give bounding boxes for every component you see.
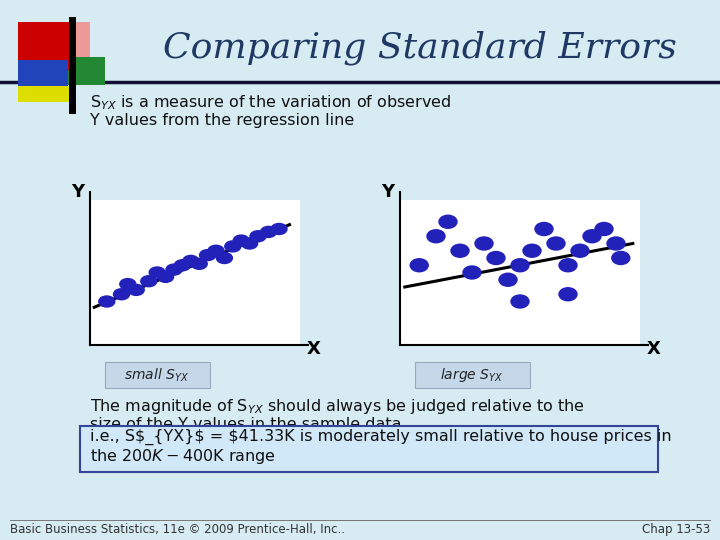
Ellipse shape <box>242 238 258 249</box>
Ellipse shape <box>233 235 249 246</box>
Ellipse shape <box>183 255 199 266</box>
Ellipse shape <box>158 271 174 282</box>
Ellipse shape <box>114 289 130 300</box>
Ellipse shape <box>487 252 505 265</box>
Text: X: X <box>307 340 321 358</box>
Ellipse shape <box>192 258 207 269</box>
Ellipse shape <box>463 266 481 279</box>
Ellipse shape <box>547 237 565 250</box>
Ellipse shape <box>451 244 469 257</box>
Ellipse shape <box>511 295 529 308</box>
Text: Comparing Standard Errors: Comparing Standard Errors <box>163 31 677 65</box>
Bar <box>55 22 90 70</box>
Ellipse shape <box>208 245 224 256</box>
Ellipse shape <box>410 259 428 272</box>
Ellipse shape <box>499 273 517 286</box>
Ellipse shape <box>595 222 613 235</box>
Bar <box>90 200 300 345</box>
Ellipse shape <box>511 259 529 272</box>
Text: small S$_{YX}$: small S$_{YX}$ <box>125 366 189 384</box>
Text: Chap 13-53: Chap 13-53 <box>642 523 710 536</box>
Ellipse shape <box>427 230 445 243</box>
Text: X: X <box>647 340 661 358</box>
Ellipse shape <box>439 215 457 228</box>
Bar <box>80 426 658 472</box>
Ellipse shape <box>571 244 589 257</box>
Bar <box>415 362 530 388</box>
Text: The magnitude of S$_{YX}$ should always be judged relative to the: The magnitude of S$_{YX}$ should always … <box>90 397 585 416</box>
Ellipse shape <box>559 259 577 272</box>
Text: Y: Y <box>71 183 84 201</box>
Bar <box>18 22 70 70</box>
Bar <box>105 362 210 388</box>
Ellipse shape <box>535 222 553 235</box>
Ellipse shape <box>261 226 276 238</box>
Ellipse shape <box>271 224 287 234</box>
Bar <box>55 57 105 85</box>
Text: large S$_{YX}$: large S$_{YX}$ <box>440 366 504 384</box>
Bar <box>400 200 640 345</box>
Text: size of the Y values in the sample data: size of the Y values in the sample data <box>90 417 402 433</box>
Ellipse shape <box>225 241 240 252</box>
Text: the $200K - $400K range: the $200K - $400K range <box>90 447 276 465</box>
Ellipse shape <box>250 231 266 242</box>
Bar <box>18 60 68 98</box>
Ellipse shape <box>149 267 165 278</box>
Ellipse shape <box>523 244 541 257</box>
Ellipse shape <box>612 252 630 265</box>
Ellipse shape <box>475 237 493 250</box>
Ellipse shape <box>583 230 601 243</box>
Ellipse shape <box>120 279 136 289</box>
Ellipse shape <box>607 237 625 250</box>
Ellipse shape <box>166 264 182 275</box>
Text: Basic Business Statistics, 11e © 2009 Prentice-Hall, Inc..: Basic Business Statistics, 11e © 2009 Pr… <box>10 523 345 536</box>
Ellipse shape <box>128 285 144 295</box>
Text: S$_{YX}$ is a measure of the variation of observed: S$_{YX}$ is a measure of the variation o… <box>90 93 451 112</box>
Bar <box>18 86 70 102</box>
Ellipse shape <box>141 276 157 287</box>
Ellipse shape <box>217 253 233 264</box>
Text: i.e., S$_{YX}$ = $41.33K is moderately small relative to house prices in: i.e., S$_{YX}$ = $41.33K is moderately s… <box>90 429 672 445</box>
Ellipse shape <box>174 260 190 271</box>
Ellipse shape <box>199 249 215 261</box>
Ellipse shape <box>559 288 577 301</box>
Text: Y values from the regression line: Y values from the regression line <box>90 113 354 129</box>
Ellipse shape <box>99 296 114 307</box>
Text: Y: Y <box>382 183 395 201</box>
